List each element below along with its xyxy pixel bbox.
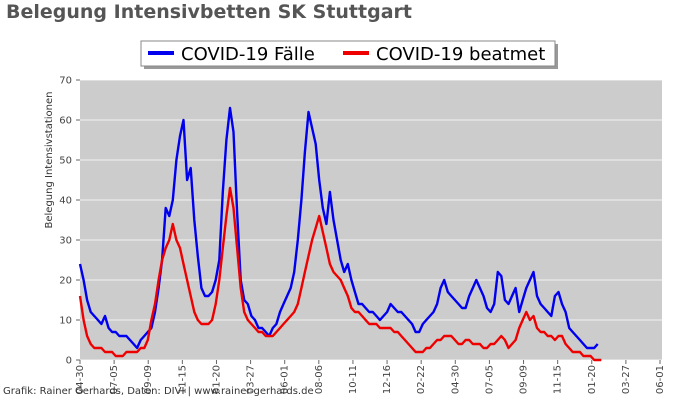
x-axis-ticks: 04-30 07-05 09-09 11-15 01-20 03-27 06-01 08-06… bbox=[75, 360, 666, 394]
legend: COVID-19 Fälle COVID-19 beatmet bbox=[140, 40, 558, 69]
x-tick-label: 01-20 bbox=[587, 365, 598, 394]
gridlines bbox=[80, 79, 662, 361]
y-tick-label: 30 bbox=[59, 236, 72, 247]
x-tick-label: 04-30 bbox=[450, 365, 461, 394]
x-tick-label: 11-15 bbox=[177, 365, 188, 394]
x-tick-label: 07-05 bbox=[109, 365, 120, 394]
x-tick-label: 12-16 bbox=[382, 365, 393, 394]
credit-text: Grafik: Rainer Gerhards, Daten: DIVI | w… bbox=[3, 386, 314, 397]
series-line-beatmet bbox=[78, 186, 602, 362]
x-tick-label: 10-11 bbox=[348, 365, 359, 394]
x-tick-label: 06-01 bbox=[655, 365, 666, 394]
x-tick-label: 03-27 bbox=[621, 365, 632, 394]
y-tick-label: 50 bbox=[59, 156, 72, 167]
y-tick-label: 70 bbox=[59, 76, 72, 87]
y-tick-label: 0 bbox=[66, 356, 72, 367]
y-tick-label: 60 bbox=[59, 116, 72, 127]
x-tick-label: 06-01 bbox=[280, 365, 291, 394]
plot-area bbox=[80, 80, 662, 360]
x-tick-label: 09-09 bbox=[143, 365, 154, 394]
x-tick-label: 07-05 bbox=[484, 365, 495, 394]
y-axis-label: Belegung Intensivstationen bbox=[44, 91, 55, 228]
y-axis-ticks: 0 10 20 30 40 50 60 70 bbox=[59, 76, 80, 367]
legend-label-beatmet: COVID-19 beatmet bbox=[376, 44, 545, 65]
x-tick-label: 08-06 bbox=[314, 365, 325, 394]
series-layer bbox=[78, 106, 602, 362]
x-tick-label: 09-09 bbox=[519, 365, 530, 394]
x-tick-label: 11-15 bbox=[553, 365, 564, 394]
x-tick-label: 04-30 bbox=[75, 365, 86, 394]
y-tick-label: 40 bbox=[59, 196, 72, 207]
y-tick-label: 10 bbox=[59, 316, 72, 327]
x-tick-label: 02-22 bbox=[416, 365, 427, 394]
x-tick-label: 03-27 bbox=[246, 365, 257, 394]
series-line-faelle bbox=[78, 106, 599, 350]
chart-title: Belegung Intensivbetten SK Stuttgart bbox=[6, 1, 412, 23]
y-tick-label: 20 bbox=[59, 276, 72, 287]
legend-label-faelle: COVID-19 Fälle bbox=[181, 44, 315, 65]
x-tick-label: 01-20 bbox=[211, 365, 222, 394]
